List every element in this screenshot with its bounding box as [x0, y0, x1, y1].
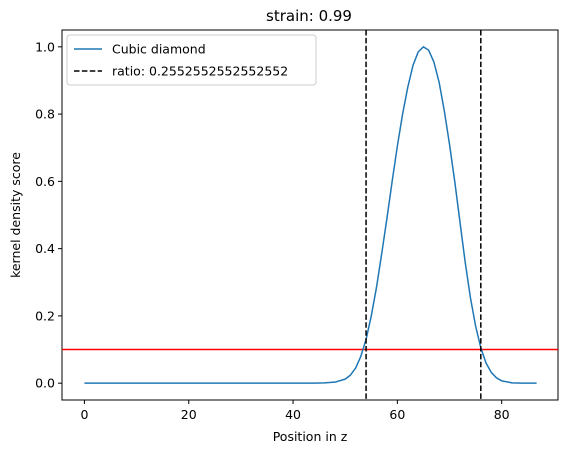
- legend-label-cubic-diamond: Cubic diamond: [112, 42, 206, 57]
- reference-vlines: [365, 30, 482, 400]
- plot-frame: [61, 29, 559, 401]
- y-tick-label: 0.6: [35, 174, 55, 189]
- x-tick-label: 0: [80, 407, 88, 422]
- x-axis-label: Position in z: [273, 429, 348, 444]
- y-tick-label: 0.0: [35, 376, 55, 391]
- y-tick-label: 0.2: [35, 308, 55, 323]
- y-tick-label: 0.4: [35, 241, 55, 256]
- x-axis: 0 20 40 60 80: [80, 400, 510, 422]
- x-tick-label: 40: [285, 407, 301, 422]
- chart-title: strain: 0.99: [266, 7, 352, 25]
- x-tick-label: 20: [181, 407, 197, 422]
- y-axis-label: kernel density score: [8, 152, 23, 278]
- y-tick-label: 0.8: [35, 107, 55, 122]
- series-layer: [84, 46, 537, 384]
- series-line-0: [84, 46, 537, 384]
- x-tick-label: 60: [389, 407, 405, 422]
- y-axis: 0.0 0.2 0.4 0.6 0.8 1.0: [35, 39, 62, 391]
- legend-box: [66, 34, 317, 86]
- y-tick-label: 1.0: [35, 39, 55, 54]
- legend: Cubic diamond ratio: 0.2552552552552552: [66, 34, 317, 86]
- x-tick-label: 80: [494, 407, 510, 422]
- legend-label-ratio: ratio: 0.2552552552552552: [112, 64, 288, 79]
